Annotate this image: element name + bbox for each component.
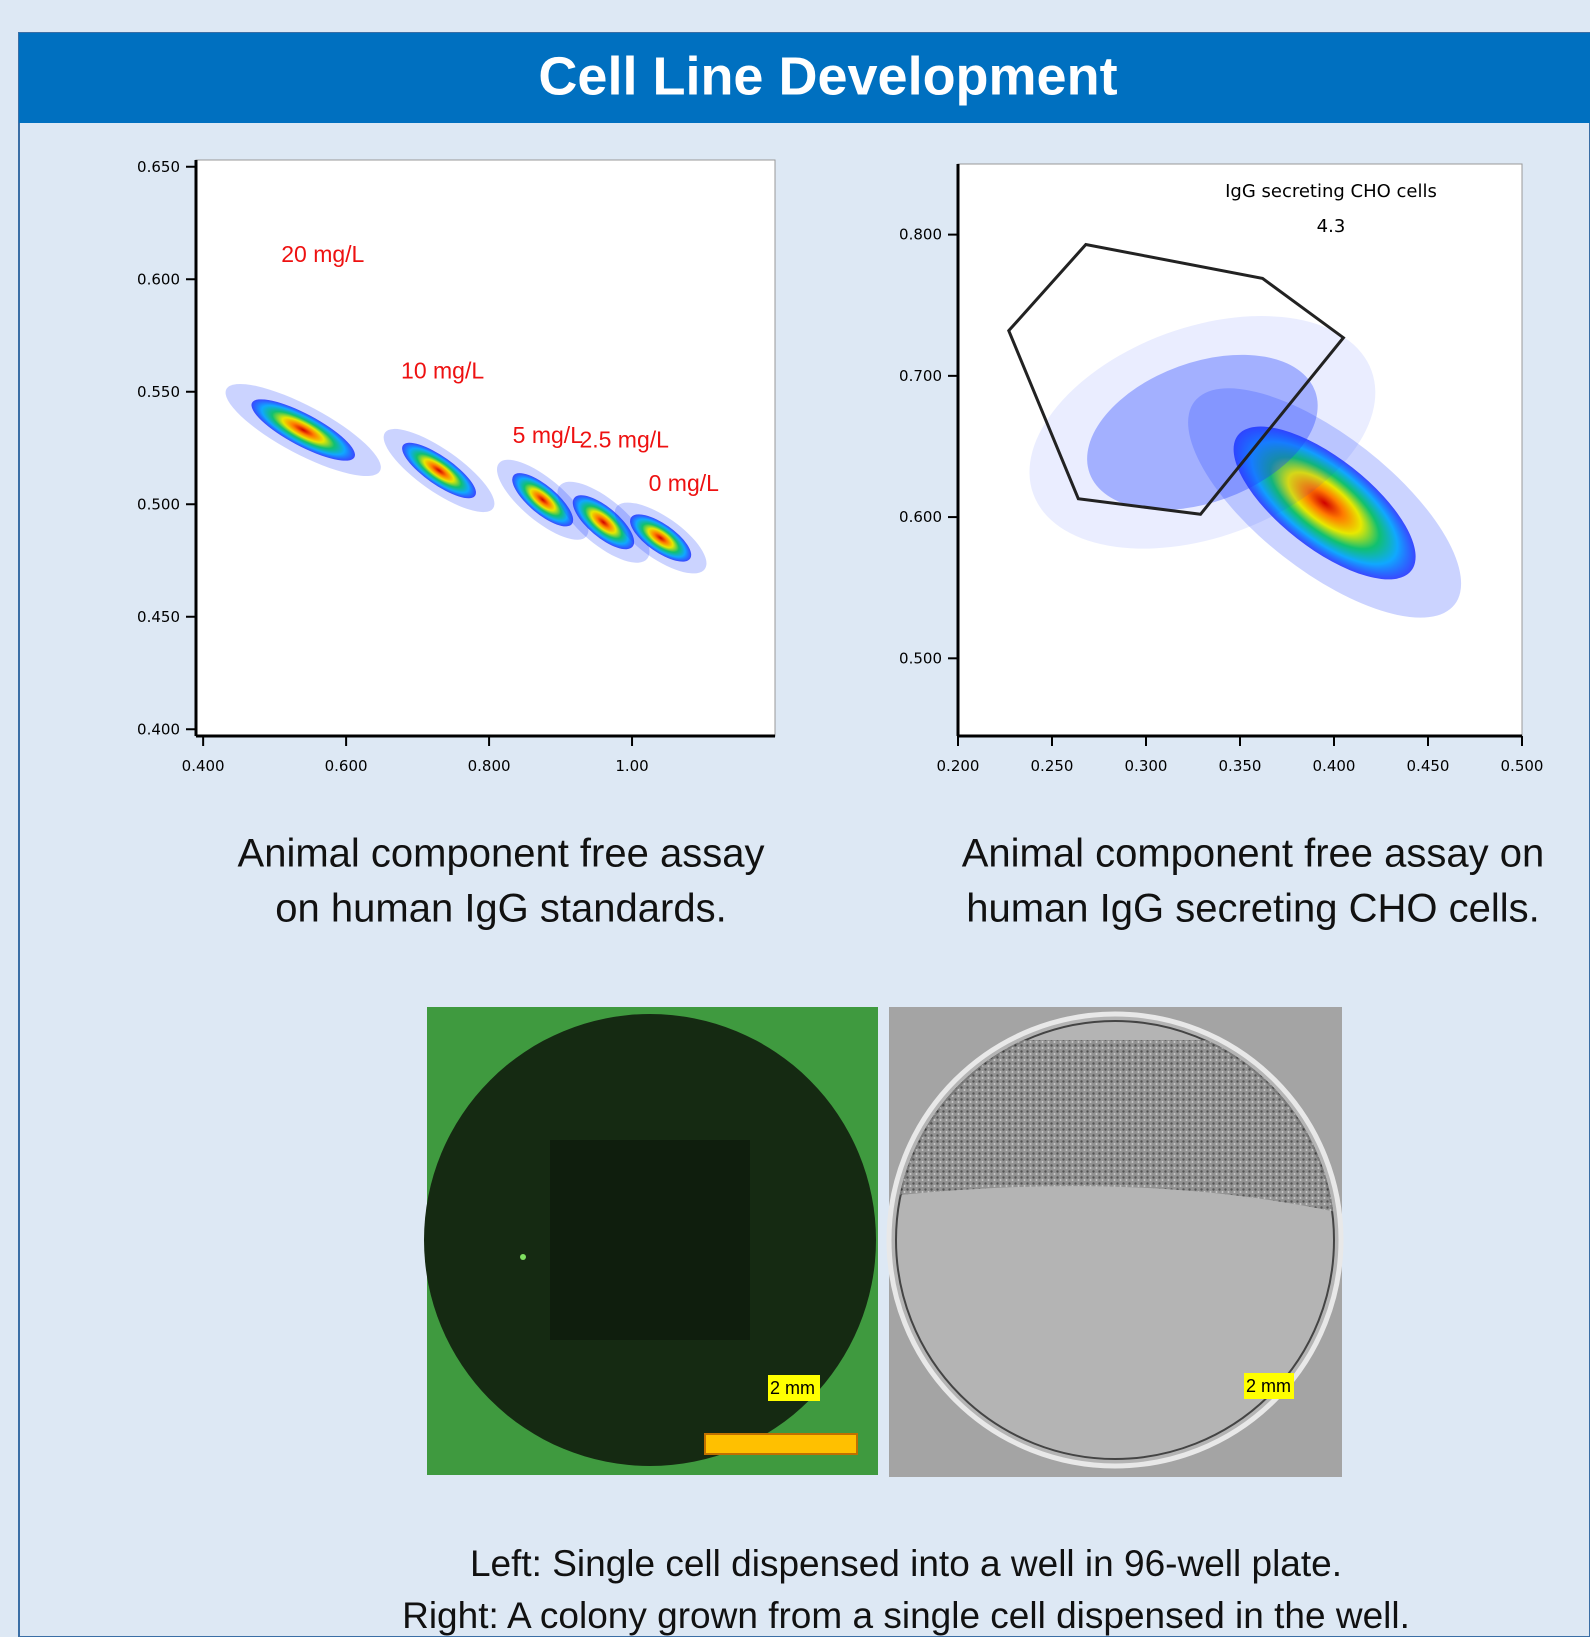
y-tick-label: 0.500 — [137, 495, 180, 513]
y-tick-label: 0.600 — [137, 270, 180, 288]
footer-text: Left: Single cell dispensed into a well … — [470, 1543, 1342, 1584]
scale-label: 2 mm — [1246, 1376, 1291, 1396]
x-tick-label: 0.800 — [468, 757, 511, 775]
annotation: 20 mg/L — [281, 241, 364, 267]
title: Cell Line Development — [538, 46, 1117, 106]
x-tick-label: 0.400 — [1313, 757, 1356, 775]
y-tick-label: 0.550 — [137, 383, 180, 401]
annotation: 5 mg/L — [513, 422, 584, 448]
y-tick-label: 0.450 — [137, 608, 180, 626]
y-tick-label: 0.400 — [137, 720, 180, 738]
x-tick-label: 0.400 — [182, 757, 225, 775]
poster-panel: Cell Line Development Animal component f… — [0, 0, 1590, 1637]
x-tick-label: 0.250 — [1031, 757, 1074, 775]
x-tick-label: 0.200 — [937, 757, 980, 775]
y-tick-label: 0.700 — [899, 367, 942, 385]
gate-label: IgG secreting CHO cells — [1225, 181, 1437, 202]
caption: on human IgG standards. — [275, 887, 726, 931]
y-tick-label: 0.500 — [899, 649, 942, 667]
y-tick-label: 0.650 — [137, 158, 180, 176]
well-image-fluorescence: 2 mm — [424, 1007, 878, 1475]
x-tick-label: 0.600 — [325, 757, 368, 775]
caption: Animal component free assay on — [962, 832, 1545, 876]
well-image-colony: 2 mm — [880, 1007, 1350, 1477]
y-tick-label: 0.800 — [899, 226, 942, 244]
annotation: 10 mg/L — [401, 358, 484, 384]
caption: human IgG secreting CHO cells. — [966, 887, 1540, 931]
x-tick-label: 1.00 — [615, 757, 648, 775]
annotation: 0 mg/L — [649, 470, 720, 496]
annotation: 2.5 mg/L — [579, 426, 669, 452]
x-tick-label: 0.300 — [1125, 757, 1168, 775]
x-tick-label: 0.350 — [1219, 757, 1262, 775]
scale-label: 2 mm — [770, 1378, 815, 1398]
x-tick-label: 0.500 — [1501, 757, 1544, 775]
gate-value: 4.3 — [1317, 216, 1346, 237]
caption: Animal component free assay — [238, 832, 765, 876]
footer-text: Right: A colony grown from a single cell… — [402, 1595, 1410, 1636]
y-tick-label: 0.600 — [899, 508, 942, 526]
x-tick-label: 0.450 — [1407, 757, 1450, 775]
